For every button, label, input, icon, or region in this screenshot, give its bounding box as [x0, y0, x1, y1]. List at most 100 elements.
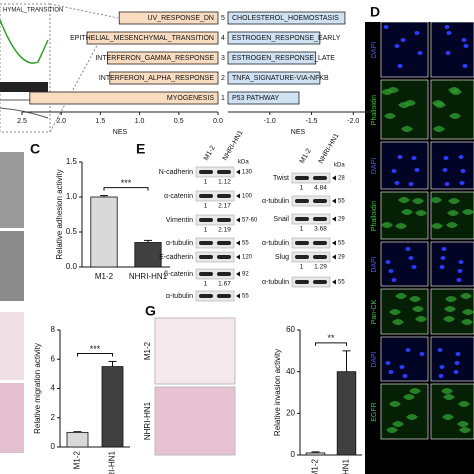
y-tick-label: 60 — [286, 325, 295, 334]
nucleus — [394, 44, 400, 48]
nucleus — [454, 361, 460, 365]
band — [217, 194, 231, 198]
marker-arrow — [236, 254, 240, 260]
cell — [395, 223, 407, 229]
cell — [433, 126, 445, 132]
band — [295, 199, 309, 203]
cell — [384, 113, 396, 119]
nucleus — [459, 181, 465, 185]
nucleus — [462, 64, 468, 68]
stain-label: DAPI — [371, 256, 378, 272]
nucleus — [455, 352, 461, 356]
band — [217, 218, 231, 222]
nucleus — [444, 25, 450, 29]
stain-label: DAPI — [371, 351, 378, 367]
band — [199, 241, 213, 245]
micrograph — [0, 152, 24, 228]
marker-arrow — [236, 217, 240, 223]
cell — [401, 209, 413, 215]
cell — [461, 319, 473, 325]
band — [313, 241, 327, 245]
rank: 3 — [221, 55, 225, 62]
nucleus — [460, 169, 466, 173]
gsea-hits — [0, 82, 48, 92]
nucleus — [397, 64, 403, 68]
pathway-label: P53 PATHWAY — [232, 95, 280, 102]
nucleus — [411, 265, 417, 269]
band — [295, 255, 309, 259]
y-tick-label: 40 — [286, 367, 295, 376]
label-strip — [365, 0, 474, 22]
nucleus — [400, 38, 406, 42]
cell — [445, 296, 457, 302]
lane-label: M1-2 — [203, 145, 217, 162]
x-tick-label: 1.5 — [96, 118, 106, 125]
nucleus — [408, 256, 414, 260]
quant: 1.12 — [218, 179, 231, 186]
cell — [443, 394, 455, 400]
lane-label: M1-2 — [299, 148, 313, 165]
cell — [398, 102, 410, 108]
cell — [389, 401, 401, 407]
band — [217, 170, 231, 174]
x-tick-label: NHRI-HN1 — [342, 458, 351, 474]
quant: 4.84 — [314, 185, 327, 192]
quant: 1 — [204, 281, 208, 288]
nes-bar — [227, 31, 321, 45]
band — [199, 218, 213, 222]
nucleus — [439, 365, 445, 369]
nes-bar — [109, 71, 219, 85]
band — [217, 272, 231, 276]
cell — [450, 89, 462, 95]
micrograph — [430, 336, 474, 382]
marker-arrow — [236, 193, 240, 199]
marker-arrow — [332, 240, 336, 246]
marker-arrow — [332, 198, 336, 204]
bar — [134, 242, 162, 268]
stain-label: DAPI — [371, 42, 378, 58]
y-tick-label: 6 — [51, 354, 56, 363]
kda-label: 29 — [338, 217, 345, 223]
pathway-label: CHOLESTEROL_HOEMOSTASIS — [232, 15, 339, 22]
nucleus — [461, 38, 467, 42]
cell — [449, 113, 461, 119]
nucleus — [441, 247, 447, 251]
significance: *** — [121, 178, 132, 188]
protein-label: Snail — [273, 216, 289, 223]
rank: 2 — [221, 75, 225, 82]
blot — [195, 166, 235, 178]
blot — [195, 290, 235, 302]
rank: 4 — [221, 35, 225, 42]
kda-label: 55 — [242, 294, 249, 300]
significance-bracket — [77, 352, 113, 357]
blot — [291, 276, 331, 288]
cell — [462, 209, 474, 215]
cell — [381, 222, 393, 228]
quant: 3.68 — [314, 226, 327, 233]
x-tick-label: 0.0 — [213, 118, 223, 125]
protein-label: Slug — [275, 254, 289, 261]
nucleus — [394, 181, 400, 185]
x-tick-label: -1.0 — [264, 118, 276, 125]
y-tick-label: 0.0 — [66, 262, 78, 271]
y-axis-title: Relative adhesion activity — [55, 169, 64, 259]
nucleus — [444, 182, 450, 186]
nes-bar — [107, 51, 219, 65]
protein-label: α-catenin — [164, 193, 193, 200]
cell — [434, 102, 446, 108]
unit-label: kDa — [238, 160, 249, 166]
nucleus — [391, 278, 397, 282]
blot — [195, 214, 235, 226]
panel-label: G — [145, 303, 156, 319]
cell — [448, 198, 460, 204]
cell — [386, 427, 398, 433]
gsea-curve — [0, 19, 49, 64]
nes-bar — [29, 91, 219, 105]
nucleus — [458, 155, 464, 159]
y-axis-title: Relative migration activity — [33, 343, 42, 434]
band — [313, 176, 327, 180]
y-tick-label: 1.5 — [66, 157, 78, 166]
marker-arrow — [332, 254, 336, 260]
blot — [195, 268, 235, 280]
protein-label: α-tubulin — [166, 240, 193, 247]
